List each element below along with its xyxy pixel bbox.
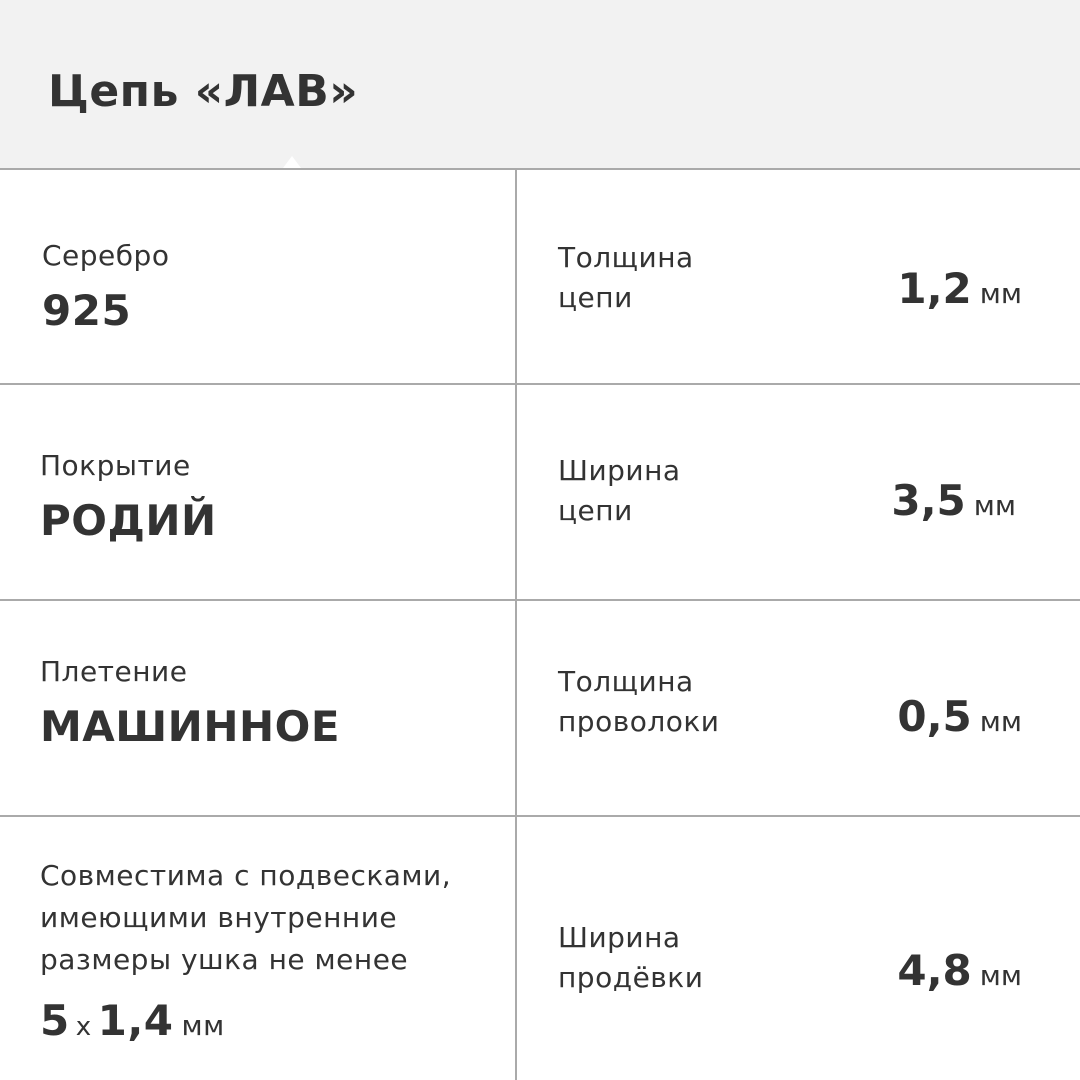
coating-value: РОДИЙ bbox=[40, 496, 217, 545]
compat-line: имеющими внутренние bbox=[40, 901, 398, 934]
chain-thickness-label: Толщина цепи bbox=[558, 241, 694, 314]
loop-height: 1,4 bbox=[97, 996, 174, 1045]
compat-line: размеры ушка не менее bbox=[40, 943, 409, 976]
chain-width-value: 3,5 мм bbox=[891, 476, 1016, 525]
wire-thickness-value: 0,5 мм bbox=[897, 692, 1022, 741]
loop-size: 5 x 1,4 мм bbox=[40, 996, 225, 1045]
divider bbox=[0, 168, 1080, 170]
divider bbox=[0, 815, 1080, 817]
weave-label: Плетение bbox=[40, 655, 188, 688]
metal-value: 925 bbox=[42, 286, 132, 335]
column-divider bbox=[515, 170, 517, 1080]
threading-width-value: 4,8 мм bbox=[897, 946, 1022, 995]
unit: мм bbox=[181, 1009, 225, 1042]
page-title: Цепь «ЛАВ» bbox=[48, 66, 359, 117]
header-notch bbox=[283, 156, 301, 168]
compatibility-text: Совместима с подвесками, имеющими внутре… bbox=[40, 855, 451, 981]
header: Цепь «ЛАВ» bbox=[0, 0, 1080, 168]
coating-label: Покрытие bbox=[40, 449, 191, 482]
loop-width: 5 bbox=[40, 996, 70, 1045]
threading-width-label: Ширина продёвки bbox=[558, 921, 704, 994]
divider bbox=[0, 599, 1080, 601]
weave-value: МАШИННОЕ bbox=[40, 702, 341, 751]
compat-line: Совместима с подвесками, bbox=[40, 859, 452, 892]
wire-thickness-label: Толщина проволоки bbox=[558, 665, 720, 738]
times-sign: x bbox=[75, 1012, 92, 1042]
chain-width-label: Ширина цепи bbox=[558, 454, 681, 527]
chain-thickness-value: 1,2 мм bbox=[897, 264, 1022, 313]
metal-label: Серебро bbox=[42, 239, 170, 272]
divider bbox=[0, 383, 1080, 385]
